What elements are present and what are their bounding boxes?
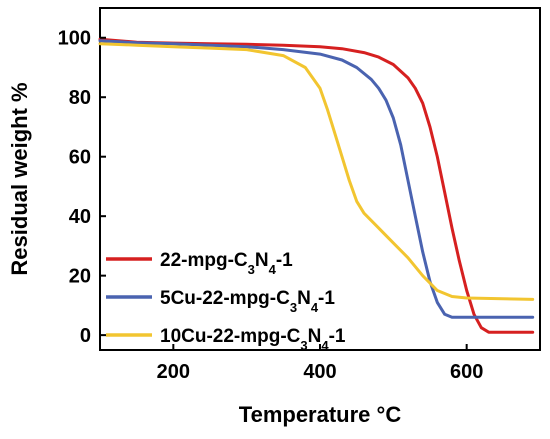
axis-ticks: 200 400 600 0 20 40 60 80 100 (58, 28, 484, 383)
y-tick-label: 20 (69, 266, 91, 288)
legend-label-1: 22-mpg-C3N4-1 (160, 250, 293, 277)
legend: 22-mpg-C3N4-1 5Cu-22-mpg-C3N4-1 10Cu-22-mp… (106, 250, 346, 353)
legend-label-2: 5Cu-22-mpg-C3N4-1 (160, 288, 335, 315)
x-tick-label: 600 (450, 361, 483, 383)
x-tick-label: 200 (157, 361, 190, 383)
y-tick-label: 40 (69, 206, 91, 228)
y-tick-label: 80 (69, 87, 91, 109)
series-line-2 (98, 39, 535, 319)
y-tick-label: 0 (80, 325, 91, 347)
y-axis-title: Residual weight % (7, 82, 32, 275)
series-line-3 (98, 42, 535, 301)
x-axis-title: Temperature °C (239, 402, 402, 427)
series-lines (98, 37, 535, 334)
x-tick-label: 400 (303, 361, 336, 383)
y-tick-label: 100 (58, 28, 91, 50)
series-line-1 (98, 37, 535, 334)
y-tick-label: 60 (69, 147, 91, 169)
legend-label-3: 10Cu-22-mpg-C3N4-1 (160, 326, 346, 353)
